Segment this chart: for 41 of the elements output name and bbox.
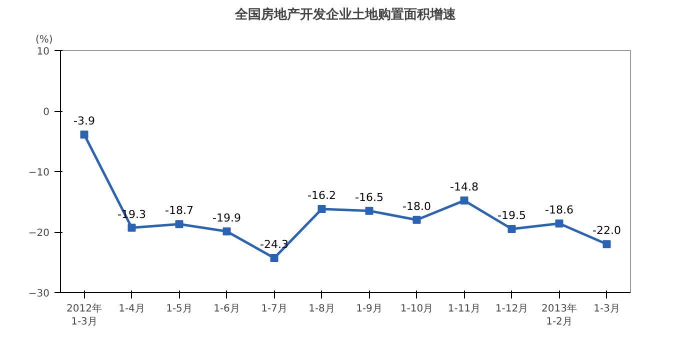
point (602, 240, 611, 248)
x-tick-label: 2012年 1-3月 (66, 302, 102, 328)
point (365, 206, 374, 215)
data-label: -3.9 (74, 114, 95, 128)
x-tick-label: 2013年 1-2月 (542, 302, 577, 328)
data-label: -18.0 (402, 200, 431, 213)
data-label: -16.2 (308, 189, 336, 202)
point (222, 227, 231, 236)
chart-title: 全国房地产开发企业土地购置面积增速 (234, 6, 457, 22)
data-label: -18.7 (165, 204, 194, 218)
x-tick-label: 1-4月 (118, 304, 145, 314)
data-label: -18.6 (545, 204, 574, 217)
point (175, 220, 184, 228)
data-label: -14.8 (450, 180, 478, 194)
x-tick-label: 1-5月 (166, 304, 192, 314)
point (318, 205, 326, 214)
y-tick-label: −30 (28, 288, 50, 300)
data-label: -22.0 (592, 224, 621, 238)
point (555, 220, 564, 228)
point (412, 216, 421, 224)
y-tick-label: 10 (36, 46, 50, 58)
data-label: -19.5 (498, 208, 526, 222)
point (460, 196, 468, 205)
data-label: -19.9 (212, 211, 241, 224)
x-tick-label: 1-10月 (400, 304, 434, 314)
point (128, 224, 136, 232)
x-tick-label: 1-6月 (214, 304, 240, 314)
x-tick-label: 1-3月 (594, 304, 620, 314)
y-tick-label: −20 (28, 228, 50, 239)
point (80, 130, 88, 139)
y-axis-title: (%) (36, 34, 53, 46)
point (270, 254, 278, 262)
x-tick-label: 1-9月 (356, 304, 382, 314)
x-tick-label: 1-12月 (495, 304, 528, 314)
x-tick-label: 1-7月 (261, 304, 288, 314)
x-tick-label: 1-8月 (308, 304, 335, 314)
y-tick-label: −10 (28, 168, 50, 178)
x-tick-label: 1-11月 (448, 304, 481, 314)
y-tick-label: 0 (43, 107, 50, 118)
point (508, 224, 516, 233)
data-label: -16.5 (355, 190, 384, 204)
